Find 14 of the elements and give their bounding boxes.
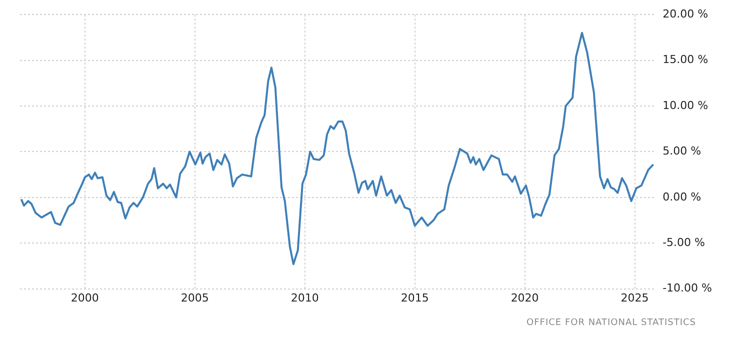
x-tick-label: 2025 — [620, 291, 649, 304]
y-tick-label: -5.00 % — [662, 236, 706, 249]
x-tick-label: 2000 — [70, 291, 99, 304]
y-tick-label: 20.00 % — [662, 7, 708, 20]
x-tick-label: 2020 — [510, 291, 539, 304]
y-tick-label: -10.00 % — [662, 282, 712, 295]
y-tick-label: 10.00 % — [662, 98, 708, 112]
y-tick-label: 0.00 % — [662, 190, 702, 204]
x-tick-label: 2010 — [290, 291, 319, 304]
x-tick-label: 2015 — [400, 291, 429, 304]
text: OFFICE FOR NATIONAL STATISTICS — [526, 318, 696, 328]
x-tick-label: 2005 — [180, 291, 209, 304]
y-tick-label: 15.00 % — [662, 53, 708, 66]
y-tick-label: 5.00 % — [662, 144, 702, 158]
